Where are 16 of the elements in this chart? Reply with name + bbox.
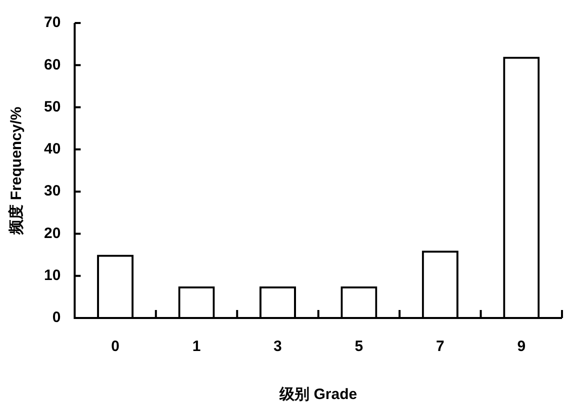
x-tick-label: 3: [274, 338, 282, 356]
x-tick-label: 5: [354, 338, 364, 356]
x-tick-label: 7: [436, 338, 444, 356]
x-tick-label: 0: [111, 338, 120, 356]
y-axis-title: 频度 Frequency/%: [7, 106, 26, 236]
y-tick-label: 0: [52, 309, 61, 326]
x-axis-title: 级别 Grade: [278, 386, 358, 404]
y-tick-label: 40: [44, 140, 61, 158]
y-tick-label: 20: [44, 224, 61, 242]
y-tick-label: 50: [44, 98, 61, 116]
y-tick-label: 70: [44, 14, 61, 32]
x-tick-label: 1: [192, 338, 201, 356]
y-tick-label: 10: [44, 267, 61, 284]
y-tick-label: 30: [44, 182, 61, 200]
x-tick-label: 9: [517, 338, 526, 356]
y-tick-label: 60: [44, 56, 61, 74]
